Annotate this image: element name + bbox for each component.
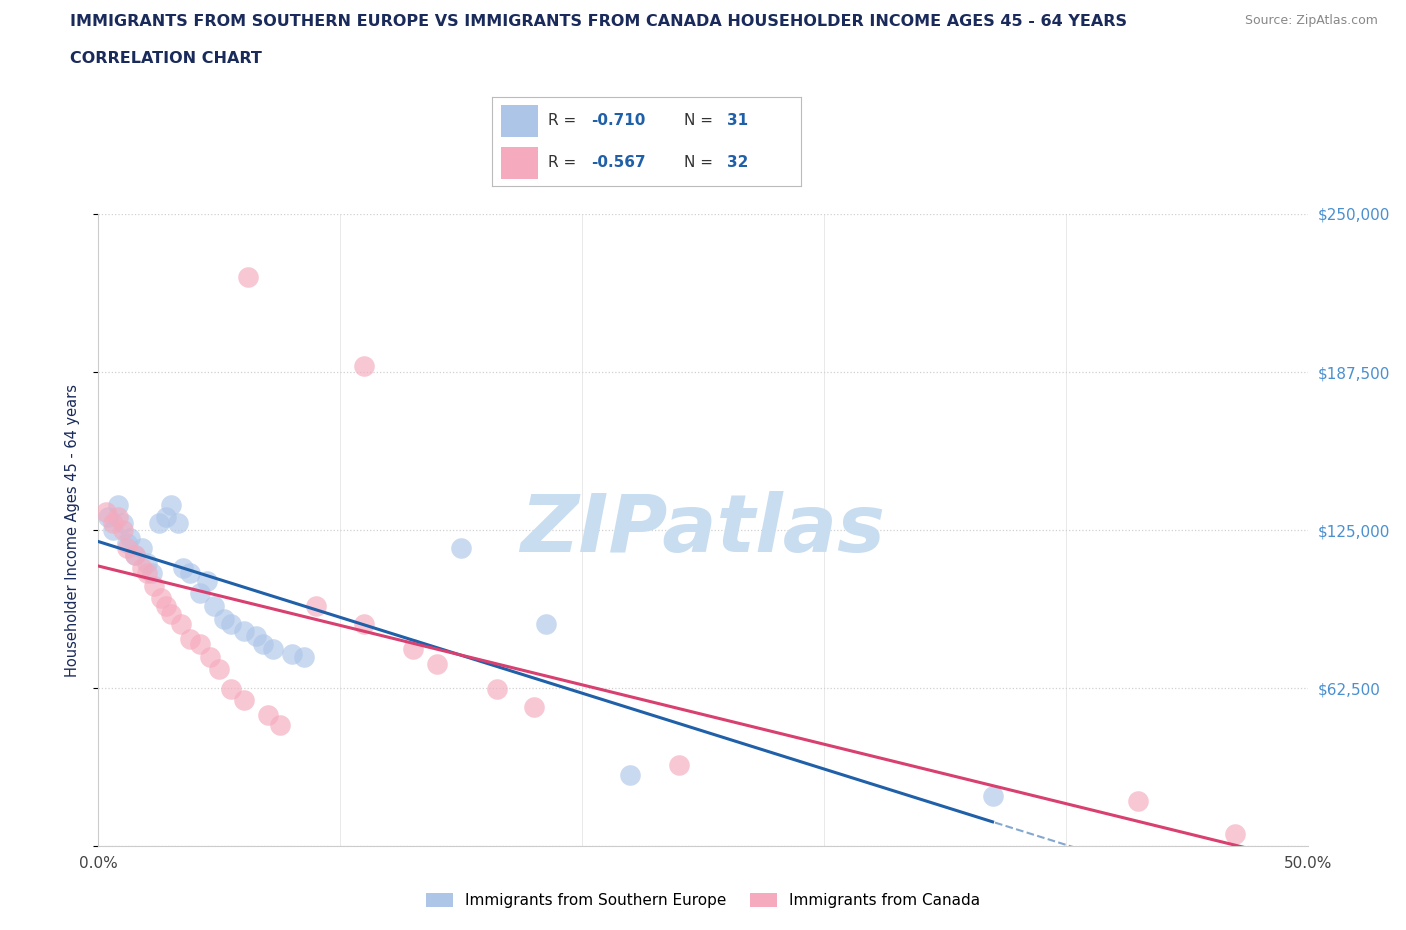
Point (252, 636, 274, 651)
Point (981, 789, 1004, 804)
Point (238, 270, 260, 285)
Point (188, 586, 211, 601)
Point (1223, 826, 1246, 841)
Text: -0.567: -0.567 (591, 155, 645, 170)
Point (107, 510, 129, 525)
Point (523, 699, 546, 714)
Text: -0.710: -0.710 (591, 113, 645, 128)
Point (1128, 793, 1150, 808)
Point (179, 565, 201, 580)
Point (117, 540, 139, 555)
Point (262, 642, 284, 657)
Point (198, 649, 221, 664)
Point (305, 599, 328, 614)
Point (179, 631, 201, 646)
Text: R =: R = (548, 113, 581, 128)
Point (450, 540, 472, 555)
Point (353, 617, 375, 631)
Point (117, 536, 139, 551)
Point (124, 548, 146, 563)
Point (135, 555, 157, 570)
Point (232, 692, 254, 707)
Point (155, 599, 177, 614)
Point (111, 523, 134, 538)
Point (292, 649, 315, 664)
Point (619, 768, 641, 783)
Point (269, 717, 291, 732)
Point (221, 617, 243, 631)
Point (172, 561, 194, 576)
Point (195, 573, 218, 588)
Point (353, 358, 375, 373)
Point (668, 758, 690, 773)
Point (212, 611, 235, 626)
Text: IMMIGRANTS FROM SOUTHERN EUROPE VS IMMIGRANTS FROM CANADA HOUSEHOLDER INCOME AGE: IMMIGRANTS FROM SOUTHERN EUROPE VS IMMIG… (70, 14, 1128, 29)
Point (245, 629, 267, 644)
Point (169, 617, 191, 631)
Point (232, 624, 254, 639)
Point (135, 565, 157, 580)
Text: N =: N = (683, 113, 717, 128)
Point (486, 682, 509, 697)
Point (111, 515, 134, 530)
Point (402, 642, 425, 657)
Point (118, 530, 141, 545)
Point (221, 682, 243, 697)
Point (281, 646, 304, 661)
Point (143, 578, 166, 593)
Point (101, 523, 124, 538)
Text: N =: N = (683, 155, 717, 170)
Text: ZIPatlas: ZIPatlas (520, 491, 886, 569)
Text: 31: 31 (727, 113, 748, 128)
Point (150, 591, 173, 605)
Text: Source: ZipAtlas.com: Source: ZipAtlas.com (1244, 14, 1378, 27)
Point (160, 606, 183, 621)
Point (155, 510, 177, 525)
Point (160, 498, 183, 512)
Point (256, 708, 278, 723)
Bar (502, 105, 538, 137)
Point (141, 565, 163, 580)
Text: CORRELATION CHART: CORRELATION CHART (70, 51, 262, 66)
Legend: Immigrants from Southern Europe, Immigrants from Canada: Immigrants from Southern Europe, Immigra… (419, 887, 987, 914)
Point (208, 662, 231, 677)
Text: 32: 32 (727, 155, 748, 170)
Point (101, 515, 124, 530)
Point (124, 548, 146, 563)
Point (148, 515, 170, 530)
Point (131, 540, 153, 555)
Point (534, 617, 557, 631)
Y-axis label: Householder Income Ages 45 - 64 years: Householder Income Ages 45 - 64 years (65, 383, 80, 677)
Bar (502, 147, 538, 179)
Point (97, 510, 120, 525)
Point (426, 657, 449, 671)
Point (107, 498, 129, 512)
Point (167, 515, 190, 530)
Point (131, 561, 153, 576)
Point (94, 505, 117, 520)
Point (188, 636, 211, 651)
Text: R =: R = (548, 155, 581, 170)
Point (204, 599, 226, 614)
